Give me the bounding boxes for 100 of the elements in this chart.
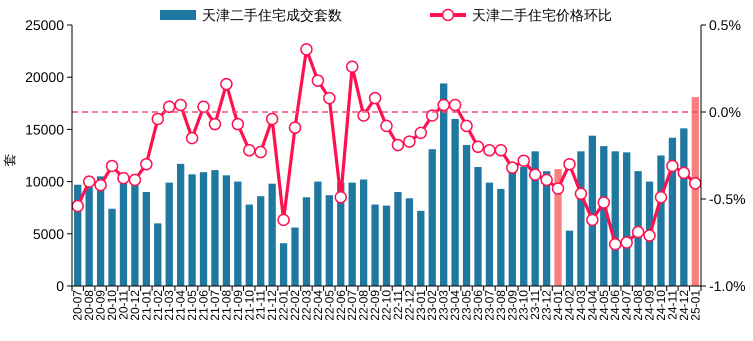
x-tick-label: 24-07 bbox=[620, 290, 634, 321]
x-tick-label: 21-10 bbox=[242, 290, 256, 321]
point bbox=[357, 109, 370, 122]
x-tick-label: 24-05 bbox=[596, 290, 611, 321]
point bbox=[162, 100, 176, 114]
bar bbox=[668, 138, 676, 286]
point bbox=[368, 92, 382, 104]
point bbox=[106, 160, 118, 172]
bar bbox=[394, 192, 402, 286]
bar bbox=[680, 128, 688, 286]
bar bbox=[211, 170, 219, 286]
point bbox=[300, 43, 313, 56]
x-tick-label: 23-04 bbox=[448, 290, 462, 321]
bar bbox=[692, 97, 699, 286]
x-tick-label: 20-12 bbox=[128, 290, 142, 321]
x-tick-label: 21-11 bbox=[254, 290, 268, 320]
x-tick-label: 23-09 bbox=[505, 290, 520, 321]
bar bbox=[268, 184, 276, 286]
point bbox=[654, 191, 668, 204]
y-tick-label: 25000 bbox=[25, 17, 64, 33]
y2-tick-label: -0.5% bbox=[709, 191, 746, 207]
point bbox=[517, 154, 530, 167]
x-tick-label: 22-05 bbox=[322, 290, 336, 321]
y-tick-label: 5000 bbox=[32, 226, 64, 242]
bar bbox=[131, 182, 139, 286]
bar bbox=[542, 171, 550, 286]
y-tick-label: 10000 bbox=[25, 174, 64, 190]
point bbox=[494, 144, 508, 157]
point bbox=[128, 174, 142, 186]
point bbox=[574, 188, 588, 200]
x-tick-label: 23-12 bbox=[540, 290, 554, 321]
x-tick-label: 22-07 bbox=[345, 290, 360, 321]
point bbox=[460, 120, 473, 132]
x-tick-label: 21-04 bbox=[174, 290, 188, 321]
x-tick-label: 20-07 bbox=[70, 290, 85, 321]
point bbox=[540, 174, 553, 186]
bar bbox=[532, 151, 539, 286]
point bbox=[197, 100, 210, 114]
bar bbox=[166, 182, 173, 286]
point bbox=[346, 60, 358, 74]
point bbox=[380, 120, 393, 132]
y-tick-label: 20000 bbox=[25, 69, 64, 86]
x-tick-label: 24-11 bbox=[665, 290, 680, 320]
point bbox=[666, 160, 679, 172]
bar bbox=[440, 83, 448, 286]
point bbox=[232, 118, 244, 130]
x-tick-label: 21-09 bbox=[230, 290, 245, 321]
point bbox=[586, 214, 599, 226]
bar bbox=[257, 196, 264, 286]
x-tick-label: 22-01 bbox=[276, 290, 291, 321]
point bbox=[220, 78, 233, 90]
x-tick-label: 21-03 bbox=[162, 290, 176, 321]
x-tick-label: 21-05 bbox=[185, 290, 200, 321]
bar bbox=[291, 228, 299, 286]
point bbox=[632, 226, 644, 238]
point bbox=[208, 118, 222, 130]
x-tick-label: 21-02 bbox=[150, 290, 165, 321]
bar bbox=[462, 145, 470, 286]
bar bbox=[623, 152, 630, 286]
bar bbox=[406, 198, 414, 286]
x-tick-label: 25-01 bbox=[688, 290, 702, 321]
bar bbox=[428, 149, 436, 286]
bar bbox=[566, 230, 574, 286]
point bbox=[448, 98, 462, 112]
x-tick-label: 24-08 bbox=[631, 290, 646, 321]
x-tick-label: 22-04 bbox=[310, 290, 325, 321]
x-tick-label: 23-10 bbox=[516, 290, 531, 321]
x-tick-label: 24-03 bbox=[574, 290, 588, 321]
bar bbox=[486, 182, 494, 286]
point bbox=[334, 191, 348, 204]
point bbox=[483, 144, 496, 157]
y-tick-label: 15000 bbox=[25, 121, 64, 138]
x-tick-label: 20-09 bbox=[94, 290, 108, 321]
bar bbox=[371, 204, 379, 286]
y2-tick-label: 0.0% bbox=[709, 104, 741, 120]
point bbox=[288, 121, 302, 134]
bar bbox=[108, 208, 116, 286]
point bbox=[186, 132, 198, 144]
legend-label: 天津二手住宅价格环比 bbox=[472, 7, 612, 23]
point bbox=[243, 144, 256, 157]
point bbox=[71, 200, 84, 212]
point bbox=[140, 158, 153, 170]
bar bbox=[360, 180, 368, 286]
legend-label: 天津二手住宅成交套数 bbox=[202, 7, 342, 23]
point bbox=[472, 140, 484, 154]
point bbox=[528, 168, 542, 181]
x-tick-label: 20-08 bbox=[82, 290, 96, 321]
point bbox=[152, 112, 164, 126]
point bbox=[174, 98, 187, 112]
x-tick-label: 22-10 bbox=[380, 290, 394, 321]
bar bbox=[280, 243, 288, 286]
y2-tick-label: -1.0% bbox=[709, 278, 746, 294]
x-tick-label: 22-08 bbox=[356, 290, 371, 321]
x-tick-label: 24-12 bbox=[676, 290, 691, 321]
bar bbox=[154, 223, 162, 286]
bar bbox=[120, 182, 128, 286]
bar bbox=[520, 166, 528, 286]
point bbox=[598, 196, 610, 209]
x-tick-label: 23-08 bbox=[494, 290, 508, 321]
bar bbox=[246, 204, 253, 286]
